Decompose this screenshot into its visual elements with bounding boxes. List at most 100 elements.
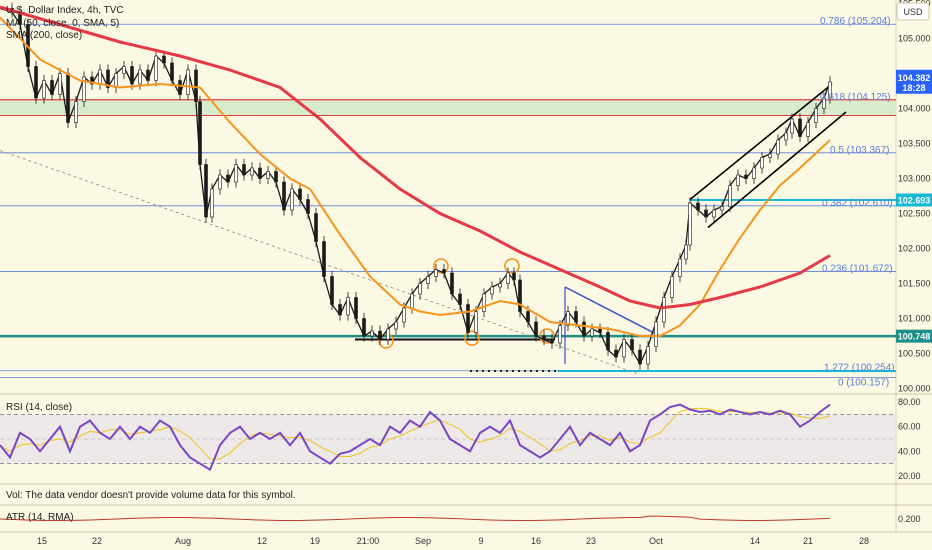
candle-body xyxy=(518,279,522,312)
candle-body xyxy=(58,73,62,95)
candle-body xyxy=(784,132,788,141)
currency-label: USD xyxy=(903,7,923,17)
candle-body xyxy=(744,174,748,179)
sma200-legend[interactable]: SMA (200, close) xyxy=(6,30,82,41)
price-tick-label: 101.000 xyxy=(898,314,931,324)
candle-body xyxy=(314,213,318,242)
sma200-line xyxy=(0,5,831,310)
time-tick-label: 28 xyxy=(859,536,869,546)
candle-body xyxy=(218,174,222,190)
price-tick-label: 103.000 xyxy=(898,174,931,184)
candle-body xyxy=(670,276,674,298)
candle-body xyxy=(434,269,438,277)
atr-legend[interactable]: ATR (14, RMA) xyxy=(6,512,74,523)
candle-body xyxy=(378,330,382,340)
time-tick-label: Oct xyxy=(649,536,664,546)
candle-body xyxy=(130,66,134,85)
ma50-legend[interactable]: MA (50, close, 0, SMA, 5) xyxy=(6,18,119,29)
candle-body xyxy=(186,69,190,95)
current-price-value: 104.382 xyxy=(898,73,931,83)
rsi-pane[interactable]: 80.00 60.00 40.00 20.00 xyxy=(0,397,921,481)
candle-body xyxy=(298,188,302,200)
price-tick-label: 100.000 xyxy=(898,384,931,394)
ma50-line xyxy=(0,16,831,337)
candle-body xyxy=(442,269,446,274)
candle-body xyxy=(466,304,470,333)
wedge-upper-line xyxy=(564,286,661,337)
candle-body xyxy=(654,321,658,347)
atr-pane[interactable]: 0.200 xyxy=(0,514,921,524)
time-tick-label: 21 xyxy=(803,536,813,546)
fib-labels-layer: 0.786 (105.204) 0.618 (104.125) 0.5 (103.3… xyxy=(820,16,895,388)
candle-body xyxy=(322,241,326,277)
candle-body xyxy=(646,346,650,365)
time-tick-label: 22 xyxy=(92,536,102,546)
rsi-tick-label: 60.00 xyxy=(898,422,921,432)
resistance-zone-layer xyxy=(0,99,896,116)
candle-body xyxy=(526,311,530,323)
price-tick-label: 104.000 xyxy=(898,104,931,114)
price-tick-label: 102.500 xyxy=(898,209,931,219)
candle-body xyxy=(798,118,802,137)
rsi-tick-label: 80.00 xyxy=(898,397,921,407)
candle-body xyxy=(630,339,634,351)
time-tick-label: 12 xyxy=(257,536,267,546)
chart-background xyxy=(0,0,896,550)
current-price-badge: 104.382 18:28 xyxy=(896,69,932,94)
candle-body xyxy=(760,157,764,169)
rsi-ma-line xyxy=(0,407,831,460)
candle-body xyxy=(450,272,454,295)
candle-body xyxy=(828,81,832,99)
candle-body xyxy=(426,276,430,284)
volume-note: Vol: The data vendor doesn't provide vol… xyxy=(6,490,296,501)
candle-body xyxy=(678,258,682,277)
candle-body xyxy=(534,321,538,337)
dashed-trendline xyxy=(0,150,641,375)
time-tick-label: 21:00 xyxy=(357,536,380,546)
candle-body xyxy=(550,339,554,344)
candle-body xyxy=(622,339,626,358)
resistance-zone xyxy=(0,99,896,116)
candle-body xyxy=(146,69,150,81)
candle-body xyxy=(42,80,46,99)
atr-tick-label: 0.200 xyxy=(898,514,921,524)
pattern-marker-circle xyxy=(464,330,480,346)
candle-body xyxy=(114,73,118,88)
atr-line xyxy=(0,515,831,521)
candle-body xyxy=(250,167,254,176)
candle-body xyxy=(226,174,230,183)
rsi-tick-label: 40.00 xyxy=(898,446,921,456)
candle-body xyxy=(790,118,794,134)
currency-button[interactable] xyxy=(896,2,930,21)
candle-body xyxy=(122,66,126,74)
candle-body xyxy=(704,209,708,218)
candle-body xyxy=(66,73,70,123)
candle-body xyxy=(582,321,586,337)
candle-body xyxy=(82,76,86,102)
candle-body xyxy=(198,101,202,165)
candle-body xyxy=(138,69,142,85)
support-price-badge: 100.748 xyxy=(896,329,932,343)
candle-body xyxy=(662,297,666,323)
candle-body xyxy=(274,171,278,183)
candle-body xyxy=(34,66,38,99)
time-axis[interactable]: 15 22 Aug 12 19 21:00 Sep 9 16 23 Oct 14 21 28 xyxy=(37,536,869,546)
candle-body xyxy=(418,283,422,295)
candle-body xyxy=(806,122,810,137)
chart-title[interactable]: U.S. Dollar Index, 4h, TVC xyxy=(6,5,124,16)
candle-body xyxy=(362,318,366,337)
candle-body xyxy=(542,335,546,340)
price-tick-label: 105.000 xyxy=(898,34,931,44)
candle-body xyxy=(338,304,342,316)
breakout-price-value: 102.693 xyxy=(898,195,931,205)
candle-body xyxy=(242,164,246,176)
rsi-legend[interactable]: RSI (14, close) xyxy=(6,402,72,413)
candle-body xyxy=(410,293,414,309)
candle-body xyxy=(106,69,110,88)
candle-body xyxy=(566,311,570,326)
candle-body xyxy=(776,139,780,155)
candle-body xyxy=(482,293,486,312)
candle-body xyxy=(162,55,166,64)
candle-body xyxy=(688,202,692,246)
